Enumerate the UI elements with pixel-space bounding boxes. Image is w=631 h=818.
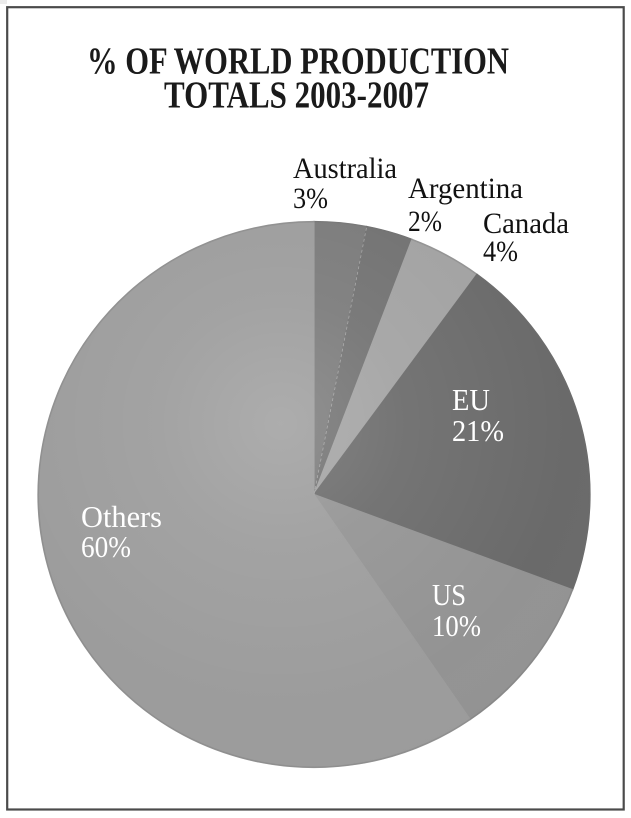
svg-text:EU: EU [452, 382, 490, 417]
svg-text:US: US [432, 577, 466, 612]
svg-text:Argentina: Argentina [408, 172, 523, 205]
svg-text:4%: 4% [483, 235, 518, 268]
svg-text:2%: 2% [408, 205, 442, 238]
svg-text:10%: 10% [432, 608, 481, 643]
svg-text:3%: 3% [293, 182, 328, 215]
svg-text:% OF WORLD PRODUCTION: % OF WORLD PRODUCTION [87, 41, 509, 83]
svg-text:Australia: Australia [293, 152, 397, 185]
svg-text:Canada: Canada [483, 207, 569, 240]
svg-text:21%: 21% [452, 413, 504, 448]
svg-text:60%: 60% [81, 529, 131, 564]
svg-text:TOTALS 2003-2007: TOTALS 2003-2007 [164, 75, 429, 117]
svg-text:Others: Others [81, 499, 162, 534]
